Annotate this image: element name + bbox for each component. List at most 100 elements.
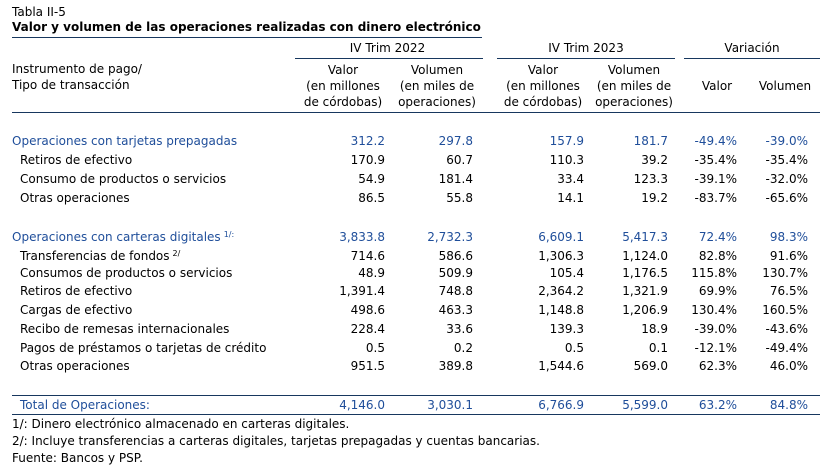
cell-volumen-2022: 463.3 [438, 303, 473, 317]
row-label: Retiros de efectivo [20, 284, 133, 298]
col-valor-2022-l1: Valor [327, 63, 359, 77]
cell-volumen-2022: 389.8 [438, 359, 473, 373]
cell-valor-2023: 1,148.8 [538, 303, 584, 317]
cell-var-volumen: -35.4% [765, 153, 808, 167]
footnote-2: 2/: Incluye transferencias a carteras di… [12, 434, 540, 448]
row-header: Instrumento de pago/ Tipo de transacción [12, 61, 142, 93]
cell-var-volumen: -32.0% [765, 172, 808, 186]
cell-var-volumen: -49.4% [765, 341, 808, 355]
cell-volumen-2023: 5,599.0 [622, 398, 668, 412]
cell-volumen-2022: 586.6 [438, 249, 473, 263]
cell-volumen-2022: 748.8 [438, 284, 473, 298]
period-2022-rule [295, 58, 483, 59]
col-var-valor: Valor [701, 79, 733, 93]
cell-var-volumen: 76.5% [769, 284, 808, 298]
cell-valor-2023: 33.4 [557, 172, 584, 186]
table-row: Recibo de remesas internacionales 228.4 33… [0, 320, 835, 339]
cell-var-valor: 62.3% [698, 359, 737, 373]
col-volumen-2022-l3: operaciones) [398, 95, 476, 109]
cell-valor-2023: 157.9 [549, 134, 584, 148]
cell-valor-2022: 1,391.4 [339, 284, 385, 298]
col-volumen-2023-l2: (en miles de [596, 79, 672, 93]
col-valor-2023-l2: (en millones [506, 79, 580, 93]
cell-valor-2022: 714.6 [350, 249, 385, 263]
col-volumen-2022-l1: Volumen [410, 63, 464, 77]
cell-var-valor: 69.9% [698, 284, 737, 298]
cell-volumen-2022: 509.9 [438, 266, 473, 280]
footnote-1: 1/: Dinero electrónico almacenado en car… [12, 417, 350, 431]
cell-valor-2023: 139.3 [549, 322, 584, 336]
period-2022: IV Trim 2022 [349, 41, 426, 55]
table-row: Cargas de efectivo 498.6 463.3 1,148.8 1,206… [0, 301, 835, 320]
row-label: Retiros de efectivo [20, 153, 133, 167]
cell-var-valor: 130.4% [691, 303, 737, 317]
cell-volumen-2022: 33.6 [446, 322, 473, 336]
cell-valor-2022: 228.4 [350, 322, 385, 336]
row-label: Otras operaciones [20, 359, 130, 373]
row-label-wrap: Transferencias de fondos 2/ [20, 247, 180, 266]
cell-valor-2022: 0.5 [365, 341, 385, 355]
cell-var-volumen: -65.6% [765, 191, 808, 205]
cell-volumen-2022: 60.7 [446, 153, 473, 167]
cell-volumen-2023: 0.1 [648, 341, 668, 355]
cell-var-volumen: 91.6% [769, 249, 808, 263]
col-var-volumen: Volumen [758, 79, 812, 93]
table-row: Otras operaciones 951.5 389.8 1,544.6 569.0 6… [0, 357, 835, 376]
source-note: Fuente: Bancos y PSP. [12, 451, 143, 465]
row-header-line1: Instrumento de pago/ [12, 62, 142, 76]
cell-valor-2023: 1,306.3 [538, 249, 584, 263]
period-2023: IV Trim 2023 [548, 41, 624, 55]
col-valor-2023-l1: Valor [527, 63, 559, 77]
row-label: Consumo de productos o servicios [20, 172, 227, 186]
cell-volumen-2023: 1,176.5 [622, 266, 668, 280]
row-label: Consumos de productos o servicios [20, 266, 233, 280]
col-volumen-2023: Volumen (en miles de operaciones) [588, 62, 680, 110]
row-label: Cargas de efectivo [20, 303, 133, 317]
cell-var-valor: -39.1% [694, 172, 737, 186]
cell-valor-2022: 312.2 [350, 134, 385, 148]
cell-volumen-2023: 1,321.9 [622, 284, 668, 298]
cell-var-valor: -83.7% [694, 191, 737, 205]
cell-valor-2023: 6,609.1 [538, 230, 584, 244]
cell-volumen-2023: 19.2 [641, 191, 668, 205]
cell-valor-2022: 54.9 [358, 172, 385, 186]
cell-var-volumen: 160.5% [762, 303, 808, 317]
cell-valor-2023: 2,364.2 [538, 284, 584, 298]
cell-volumen-2022: 181.4 [438, 172, 473, 186]
cell-volumen-2023: 1,124.0 [622, 249, 668, 263]
cell-volumen-2023: 5,417.3 [622, 230, 668, 244]
cell-volumen-2023: 569.0 [633, 359, 668, 373]
table-row: Consumos de productos o servicios 48.9 509… [0, 264, 835, 283]
cell-volumen-2022: 297.8 [438, 134, 473, 148]
title-rule [12, 37, 482, 38]
cell-var-valor: -35.4% [694, 153, 737, 167]
row-header-line2: Tipo de transacción [12, 78, 130, 92]
cell-valor-2023: 105.4 [549, 266, 584, 280]
cell-var-valor: 82.8% [698, 249, 737, 263]
table-code: Tabla II-5 [12, 5, 66, 19]
cell-volumen-2023: 18.9 [641, 322, 668, 336]
col-volumen-2022: Volumen (en miles de operaciones) [391, 62, 483, 110]
col-volumen-2023-l3: operaciones) [595, 95, 673, 109]
table-row: Operaciones con tarjetas prepagadas 312.2… [0, 132, 835, 151]
total-rule-bottom [12, 414, 820, 415]
table-row: Operaciones con carteras digitales 1/: 3,8… [0, 228, 835, 247]
cell-volumen-2022: 55.8 [446, 191, 473, 205]
row-label: Total de Operaciones: [20, 398, 150, 412]
cell-valor-2022: 3,833.8 [339, 230, 385, 244]
cell-volumen-2022: 2,732.3 [427, 230, 473, 244]
period-variacion-rule [684, 58, 820, 59]
table-row: Pagos de préstamos o tarjetas de crédito… [0, 339, 835, 358]
cell-var-valor: 63.2% [698, 398, 737, 412]
cell-valor-2023: 0.5 [564, 341, 584, 355]
table-row: Retiros de efectivo 170.9 60.7 110.3 39.2 -35… [0, 151, 835, 170]
header-rule [12, 112, 820, 113]
row-label: Pagos de préstamos o tarjetas de crédito [20, 341, 267, 355]
total-rule-top [12, 395, 820, 396]
col-valor-2022-l2: (en millones [306, 79, 380, 93]
table-row: Retiros de efectivo 1,391.4 748.8 2,364.2 1,… [0, 282, 835, 301]
row-label: Recibo de remesas internacionales [20, 322, 230, 336]
cell-var-volumen: 46.0% [769, 359, 808, 373]
cell-valor-2022: 86.5 [358, 191, 385, 205]
col-valor-2023-l3: de córdobas) [503, 95, 583, 109]
